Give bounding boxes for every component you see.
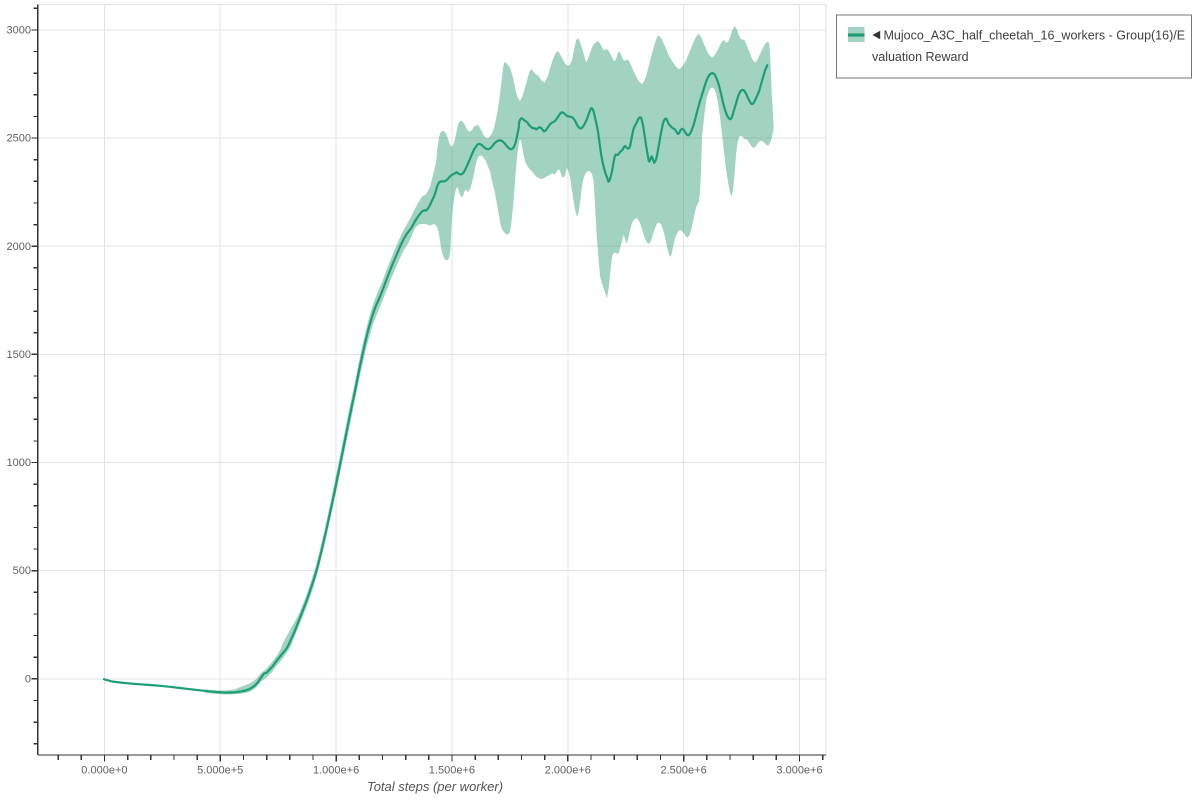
svg-text:3000: 3000 [7, 25, 31, 37]
svg-text:2000: 2000 [7, 241, 31, 253]
svg-text:500: 500 [13, 565, 31, 577]
svg-text:1.000e+6: 1.000e+6 [313, 765, 359, 777]
svg-text:5.000e+5: 5.000e+5 [197, 765, 243, 777]
svg-text:3.000e+6: 3.000e+6 [776, 765, 822, 777]
svg-text:Mujoco_A3C_half_cheetah_16_wor: Mujoco_A3C_half_cheetah_16_workers - Gro… [884, 29, 1186, 43]
svg-text:2500: 2500 [7, 133, 31, 145]
svg-text:1000: 1000 [7, 457, 31, 469]
svg-text:1.500e+6: 1.500e+6 [429, 765, 475, 777]
svg-text:Total steps (per worker): Total steps (per worker) [367, 779, 503, 794]
svg-text:0.000e+0: 0.000e+0 [81, 765, 127, 777]
svg-text:2.000e+6: 2.000e+6 [545, 765, 591, 777]
svg-text:2.500e+6: 2.500e+6 [661, 765, 707, 777]
svg-text:1500: 1500 [7, 349, 31, 361]
svg-text:0: 0 [25, 673, 31, 685]
svg-text:valuation Reward: valuation Reward [872, 50, 969, 64]
